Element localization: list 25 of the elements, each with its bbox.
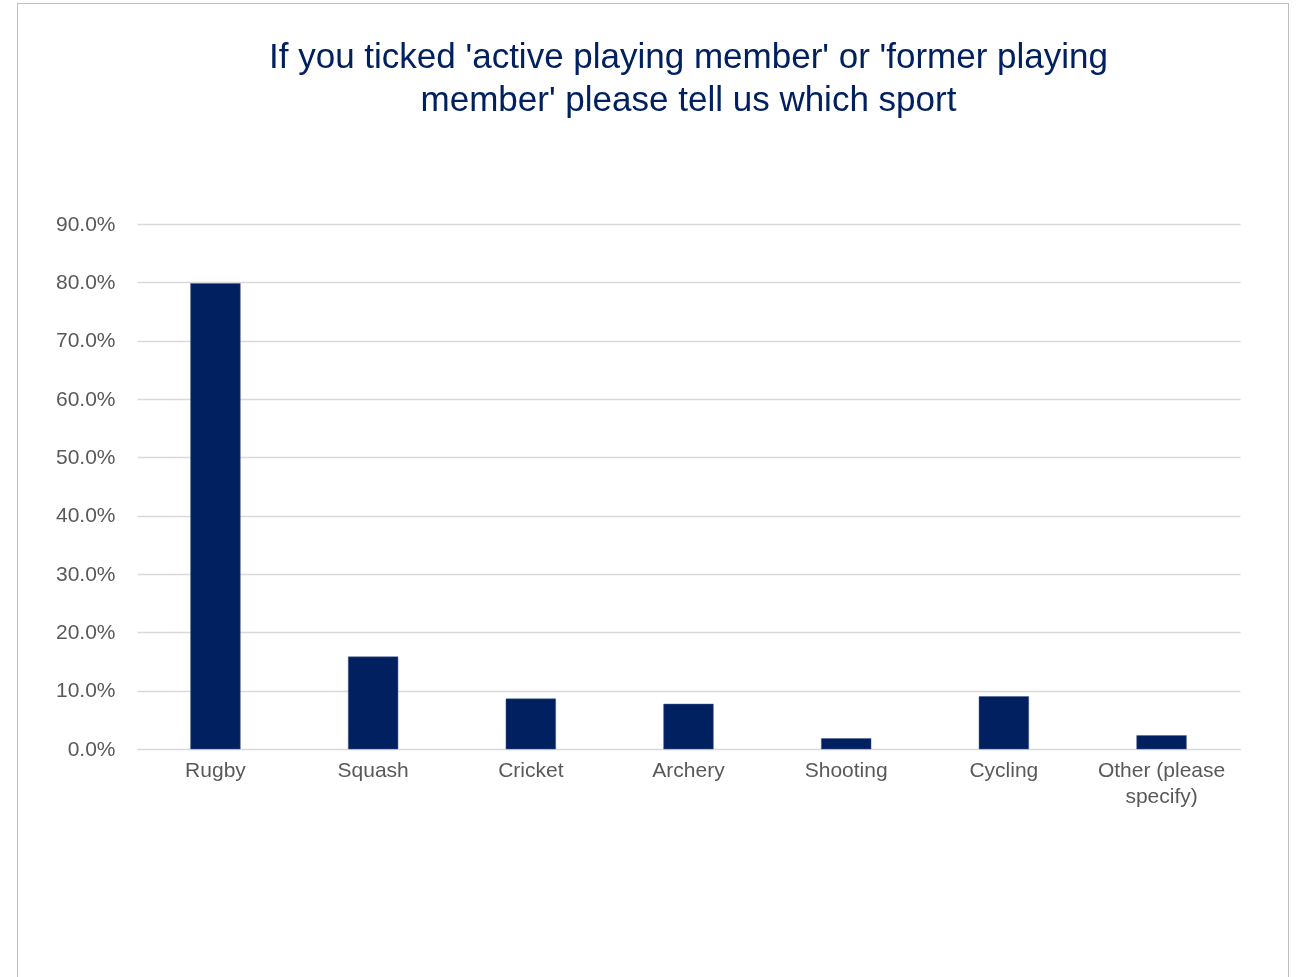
- y-tick-label: 60.0%: [55, 386, 116, 410]
- x-tick-label: Archery: [652, 757, 726, 781]
- y-tick-label: 80.0%: [55, 269, 116, 293]
- bar: [190, 283, 241, 750]
- y-tick-label: 10.0%: [55, 678, 116, 702]
- y-tick-label: 50.0%: [55, 444, 116, 468]
- y-tick-label: 0.0%: [67, 736, 116, 760]
- x-tick-label: Shooting: [804, 757, 888, 781]
- x-tick-label: Cycling: [969, 757, 1039, 781]
- y-tick-label: 20.0%: [55, 619, 116, 643]
- bar: [505, 698, 556, 750]
- x-tick-label: Other (please specify): [1097, 757, 1226, 807]
- x-tick-label: Squash: [337, 757, 409, 781]
- x-tick-label: Rugby: [185, 757, 247, 781]
- chart-title: If you ticked 'active playing member' or 'former playing member' please tell us which sport: [268, 36, 1109, 118]
- bar: [978, 696, 1029, 750]
- y-tick-label: 40.0%: [55, 503, 116, 527]
- y-tick-label: 30.0%: [55, 561, 116, 585]
- bar: [348, 656, 399, 750]
- bar: [1136, 735, 1187, 750]
- y-tick-label: 90.0%: [55, 211, 116, 235]
- bar: [821, 738, 872, 750]
- y-tick-label: 70.0%: [55, 328, 116, 352]
- x-tick-label: Cricket: [498, 757, 564, 781]
- bar: [663, 703, 714, 750]
